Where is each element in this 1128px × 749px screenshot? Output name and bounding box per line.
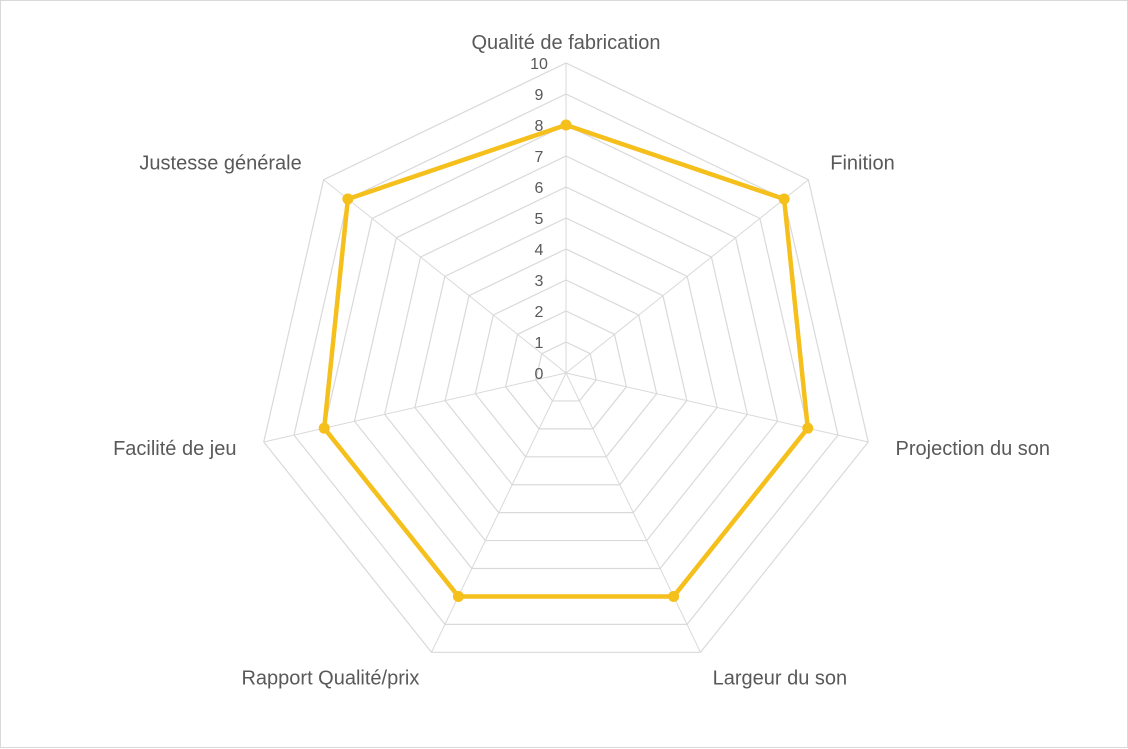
- grid-ring-1: [535, 341, 597, 402]
- grid-ring-4: [444, 248, 688, 486]
- tick-label-4: 4: [535, 242, 544, 259]
- category-label-6: Justesse générale: [139, 152, 301, 174]
- category-label-2: Projection du son: [896, 438, 1051, 460]
- tick-label-10: 10: [530, 56, 548, 73]
- tick-label-0: 0: [535, 366, 544, 383]
- tick-label-1: 1: [535, 335, 544, 352]
- spoke-6: [323, 179, 567, 374]
- grid-ring-10: [263, 62, 869, 653]
- grid-ring-3: [474, 279, 658, 458]
- tick-label-7: 7: [535, 149, 544, 166]
- category-label-layer: Qualité de fabrication Finition Projection…: [113, 32, 1050, 690]
- series-0-point-5: [318, 422, 330, 434]
- grid-ring-5: [414, 217, 718, 514]
- series-0-line: [321, 122, 811, 599]
- series-0-point-2: [802, 422, 814, 434]
- tick-label-2: 2: [535, 304, 544, 321]
- category-label-0: Qualité de fabrication: [471, 32, 660, 54]
- spoke-2: [565, 372, 869, 443]
- tick-label-9: 9: [535, 87, 544, 104]
- grid-ring-2: [504, 310, 628, 430]
- series-0-point-1: [778, 193, 790, 205]
- tick-label-6: 6: [535, 180, 544, 197]
- grid-layer: [263, 62, 869, 653]
- tick-label-5: 5: [535, 211, 544, 228]
- spoke-3: [565, 372, 701, 653]
- series-0-point-4: [452, 590, 464, 602]
- category-label-4: Rapport Qualité/prix: [241, 668, 419, 690]
- spoke-1: [565, 179, 809, 374]
- spoke-4: [431, 372, 567, 653]
- series-0-point-3: [668, 590, 680, 602]
- grid-ring-6: [384, 186, 748, 542]
- grid-ring-7: [353, 155, 779, 570]
- spoke-5: [263, 372, 567, 443]
- tick-label-3: 3: [535, 273, 544, 290]
- category-label-3: Largeur du son: [713, 668, 848, 690]
- grid-ring-9: [293, 93, 839, 625]
- category-label-1: Finition: [830, 152, 894, 174]
- series-0-point-6: [342, 193, 354, 205]
- series-layer: [318, 119, 814, 602]
- tick-layer: 0 1 2 3 4 5 6 7 8 9 10: [530, 56, 548, 383]
- spoke-layer: [263, 63, 869, 653]
- tick-label-8: 8: [535, 118, 544, 135]
- series-0-point-0: [560, 119, 572, 131]
- category-label-5: Facilité de jeu: [113, 438, 236, 460]
